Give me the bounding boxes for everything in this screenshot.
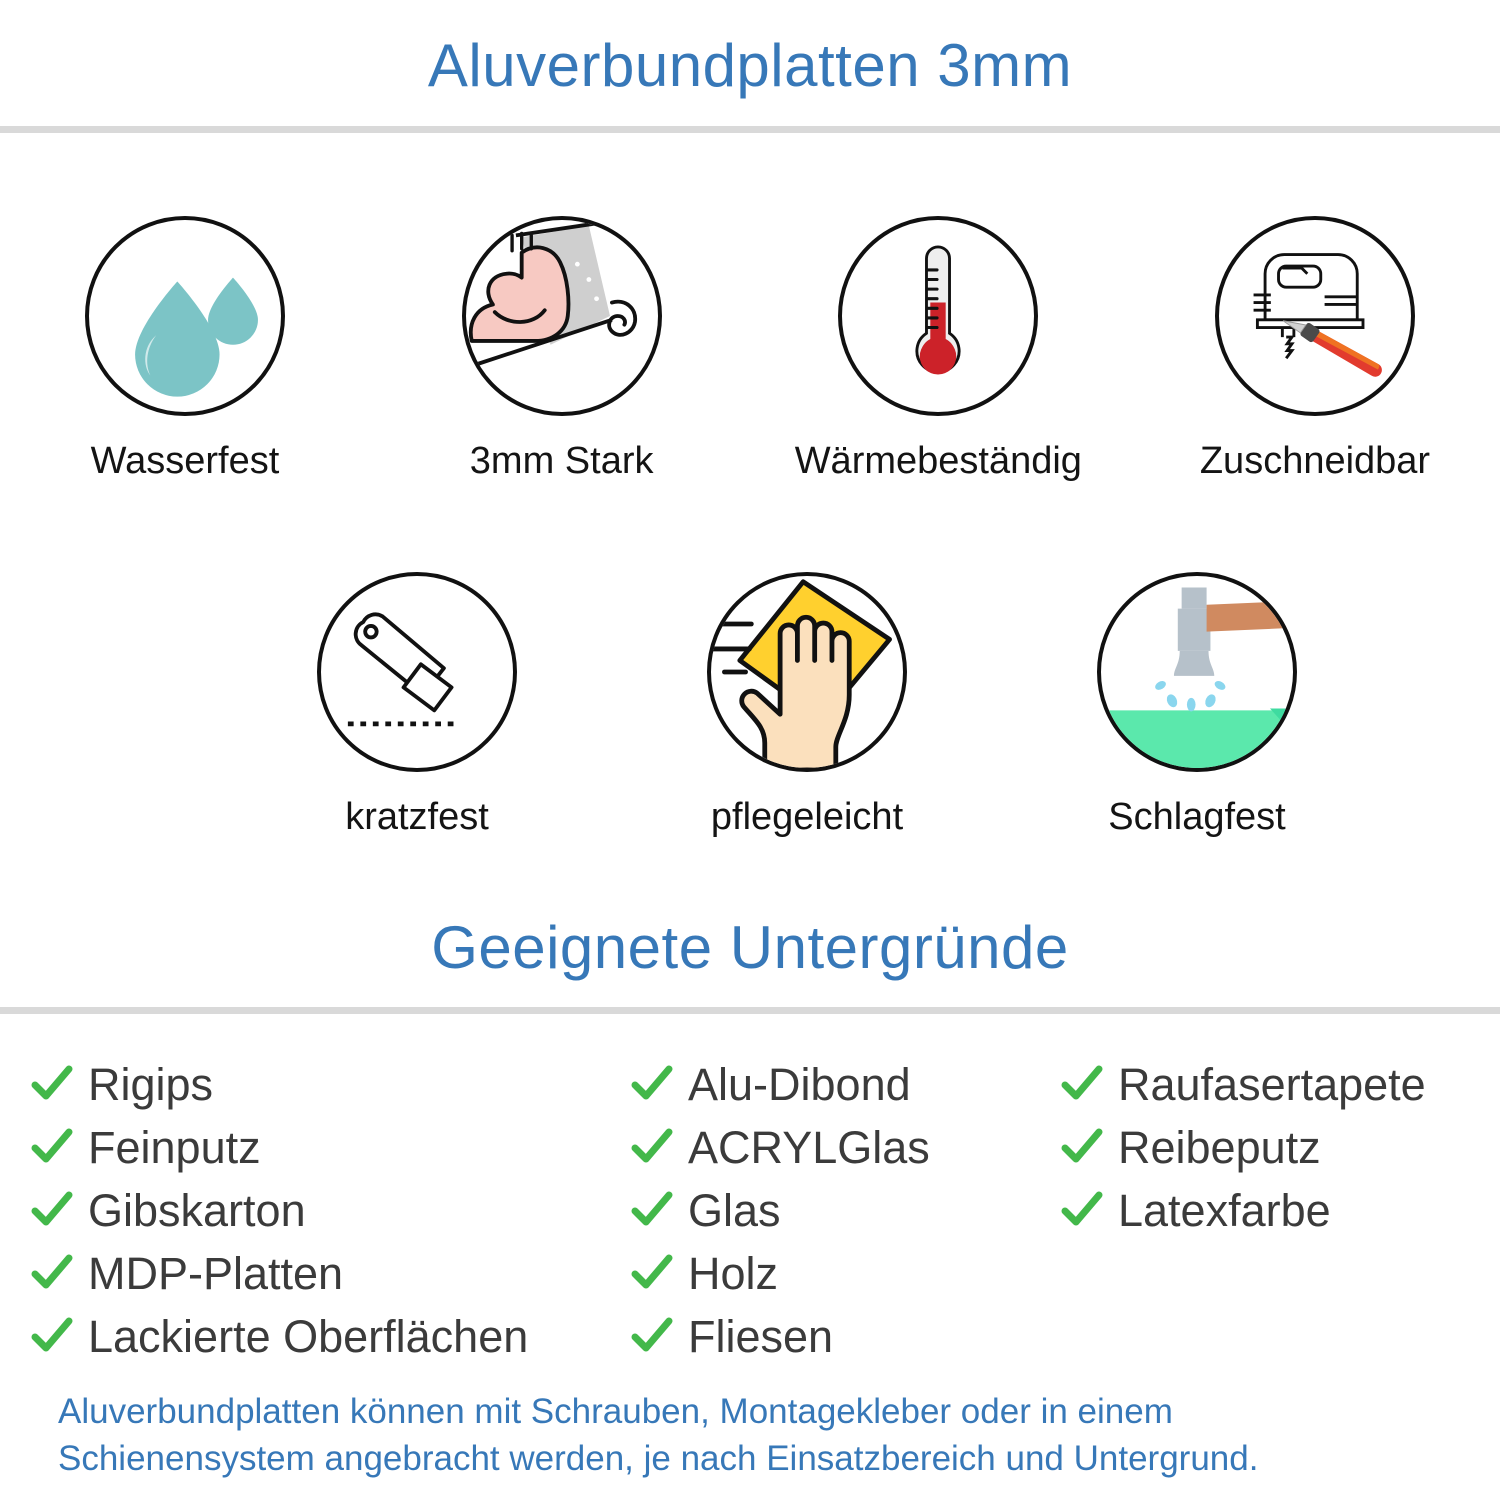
substrates-heading: Geeignete Untergründe — [0, 918, 1500, 978]
substrates-column-2: Alu-Dibond ACRYLGlas Glas Holz Fliesen — [630, 1058, 1060, 1362]
substrates-column-1: Rigips Feinputz Gibskarton MDP-Platten L… — [30, 1058, 630, 1362]
list-item-label: Glas — [688, 1184, 781, 1236]
check-icon — [31, 1254, 73, 1289]
feature-label: Wasserfest — [90, 440, 280, 482]
cutter-knife-icon — [317, 572, 517, 772]
flexing-bicep-icon — [461, 216, 662, 416]
feature-label: Schlagfest — [1108, 796, 1286, 838]
feature-label: 3mm Stark — [469, 440, 654, 482]
feature-kratzfest[interactable]: kratzfest — [272, 572, 562, 836]
thermometer-icon — [838, 216, 1039, 416]
feature-label: pflegeleicht — [710, 796, 904, 838]
mounting-note-line-1: Aluverbundplatten können mit Schrauben, … — [58, 1392, 1173, 1431]
list-item[interactable]: Lackierte Oberflächen — [30, 1310, 630, 1362]
list-item[interactable]: MDP-Platten — [30, 1247, 630, 1299]
list-item[interactable]: Gibskarton — [30, 1184, 630, 1236]
list-item[interactable]: Glas — [630, 1184, 1060, 1236]
check-icon — [631, 1191, 673, 1226]
list-item[interactable]: Feinputz — [30, 1121, 630, 1173]
list-item[interactable]: Rigips — [30, 1058, 630, 1110]
list-item-label: MDP-Platten — [88, 1247, 344, 1299]
list-item-label: Raufasertapete — [1118, 1058, 1426, 1110]
hand-cloth-wipe-icon — [707, 572, 907, 772]
feature-label: kratzfest — [345, 796, 489, 838]
check-icon — [31, 1128, 73, 1163]
list-item-label: Lackierte Oberflächen — [88, 1310, 529, 1362]
mounting-note: Aluverbundplatten können mit Schrauben, … — [58, 1388, 1458, 1483]
divider-middle — [0, 1007, 1500, 1014]
check-icon — [631, 1128, 673, 1163]
check-icon — [1061, 1065, 1103, 1100]
list-item-label: Alu-Dibond — [688, 1058, 911, 1110]
feature-label: Wärmebeständig — [794, 440, 1082, 482]
page-title: Aluverbundplatten 3mm — [0, 36, 1500, 96]
feature-zuschneidbar[interactable]: Zuschneidbar — [1170, 216, 1460, 480]
list-item[interactable]: Fliesen — [630, 1310, 1060, 1362]
list-item-label: Holz — [688, 1247, 779, 1299]
feature-wasserfest[interactable]: Wasserfest — [40, 216, 330, 480]
substrates-list: Rigips Feinputz Gibskarton MDP-Platten L… — [0, 1058, 1500, 1362]
check-icon — [31, 1317, 73, 1352]
list-item[interactable]: ACRYLGlas — [630, 1121, 1060, 1173]
feature-label: Zuschneidbar — [1199, 440, 1431, 482]
jigsaw-cutter-icon — [1214, 216, 1415, 416]
mounting-note-line-2: Schienensystem angebracht werden, je nac… — [58, 1439, 1259, 1479]
feature-3mm-stark[interactable]: 3mm Stark — [417, 216, 707, 480]
feature-waermebestaendig[interactable]: Wärmebeständig — [793, 216, 1083, 480]
check-icon — [631, 1317, 673, 1352]
feature-pflegeleicht[interactable]: pflegeleicht — [662, 572, 952, 836]
check-icon — [1061, 1191, 1103, 1226]
list-item[interactable]: Latexfarbe — [1060, 1184, 1500, 1236]
list-item-label: Reibeputz — [1118, 1121, 1321, 1173]
list-item[interactable]: Reibeputz — [1060, 1121, 1500, 1173]
divider-top — [0, 126, 1500, 133]
check-icon — [31, 1191, 73, 1226]
check-icon — [631, 1254, 673, 1289]
features-row-1: Wasserfest — [0, 216, 1500, 480]
water-drops-icon — [85, 216, 285, 416]
list-item[interactable]: Alu-Dibond — [630, 1058, 1060, 1110]
list-item[interactable]: Raufasertapete — [1060, 1058, 1500, 1110]
list-item-label: Feinputz — [88, 1121, 261, 1173]
list-item-label: Rigips — [88, 1058, 214, 1110]
list-item-label: Fliesen — [688, 1310, 834, 1362]
feature-schlagfest[interactable]: Schlagfest — [1052, 572, 1342, 836]
features-section: Wasserfest — [0, 216, 1500, 836]
substrates-heading-text: Geeignete Untergründe — [431, 914, 1069, 981]
check-icon — [31, 1065, 73, 1100]
page-title-text: Aluverbundplatten 3mm — [427, 32, 1073, 99]
hammer-impact-icon — [1097, 572, 1297, 772]
substrates-column-3: Raufasertapete Reibeputz Latexfarbe — [1060, 1058, 1500, 1362]
check-icon — [631, 1065, 673, 1100]
list-item-label: Latexfarbe — [1118, 1184, 1331, 1236]
list-item-label: ACRYLGlas — [688, 1121, 930, 1173]
list-item-label: Gibskarton — [88, 1184, 306, 1236]
features-row-2: kratzfest pflegeleicht — [0, 572, 1500, 836]
check-icon — [1061, 1128, 1103, 1163]
list-item[interactable]: Holz — [630, 1247, 1060, 1299]
